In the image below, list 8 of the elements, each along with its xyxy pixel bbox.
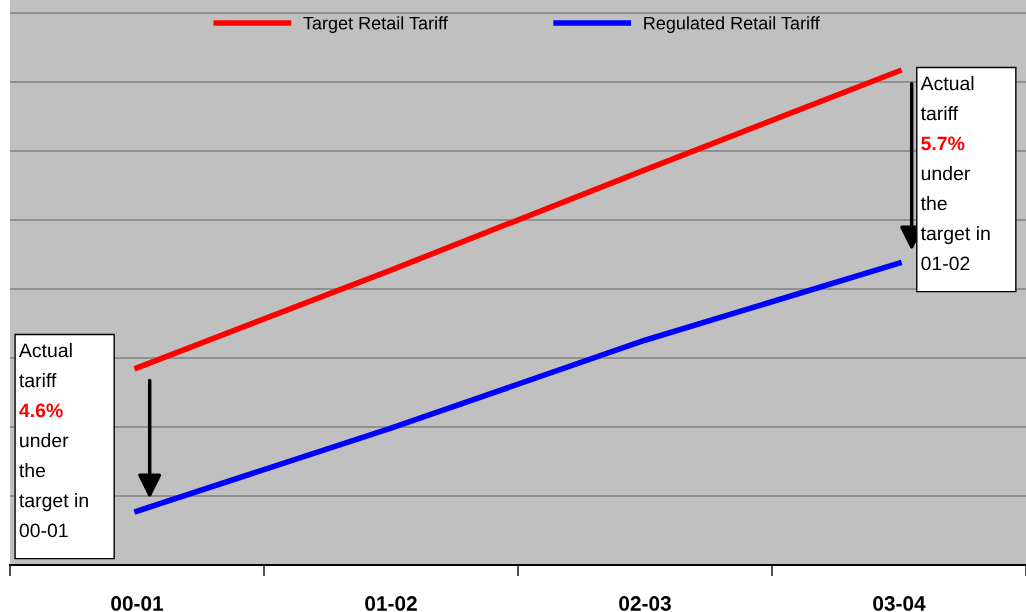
x-tick-label: 03-04: [873, 596, 926, 611]
legend-label: Target Retail Tariff: [303, 16, 448, 34]
annotation: Actual tariff 5.7% under the target in 01-02: [920, 76, 990, 271]
x-tick-label: 01-02: [365, 596, 417, 611]
x-tick-label: 00-01: [111, 596, 164, 611]
x-tick-label: 02-03: [619, 596, 671, 611]
annotation: Actual tariff 4.6% under the target in 00-01: [18, 343, 88, 538]
legend-label: Regulated Retail Tariff: [644, 16, 820, 34]
